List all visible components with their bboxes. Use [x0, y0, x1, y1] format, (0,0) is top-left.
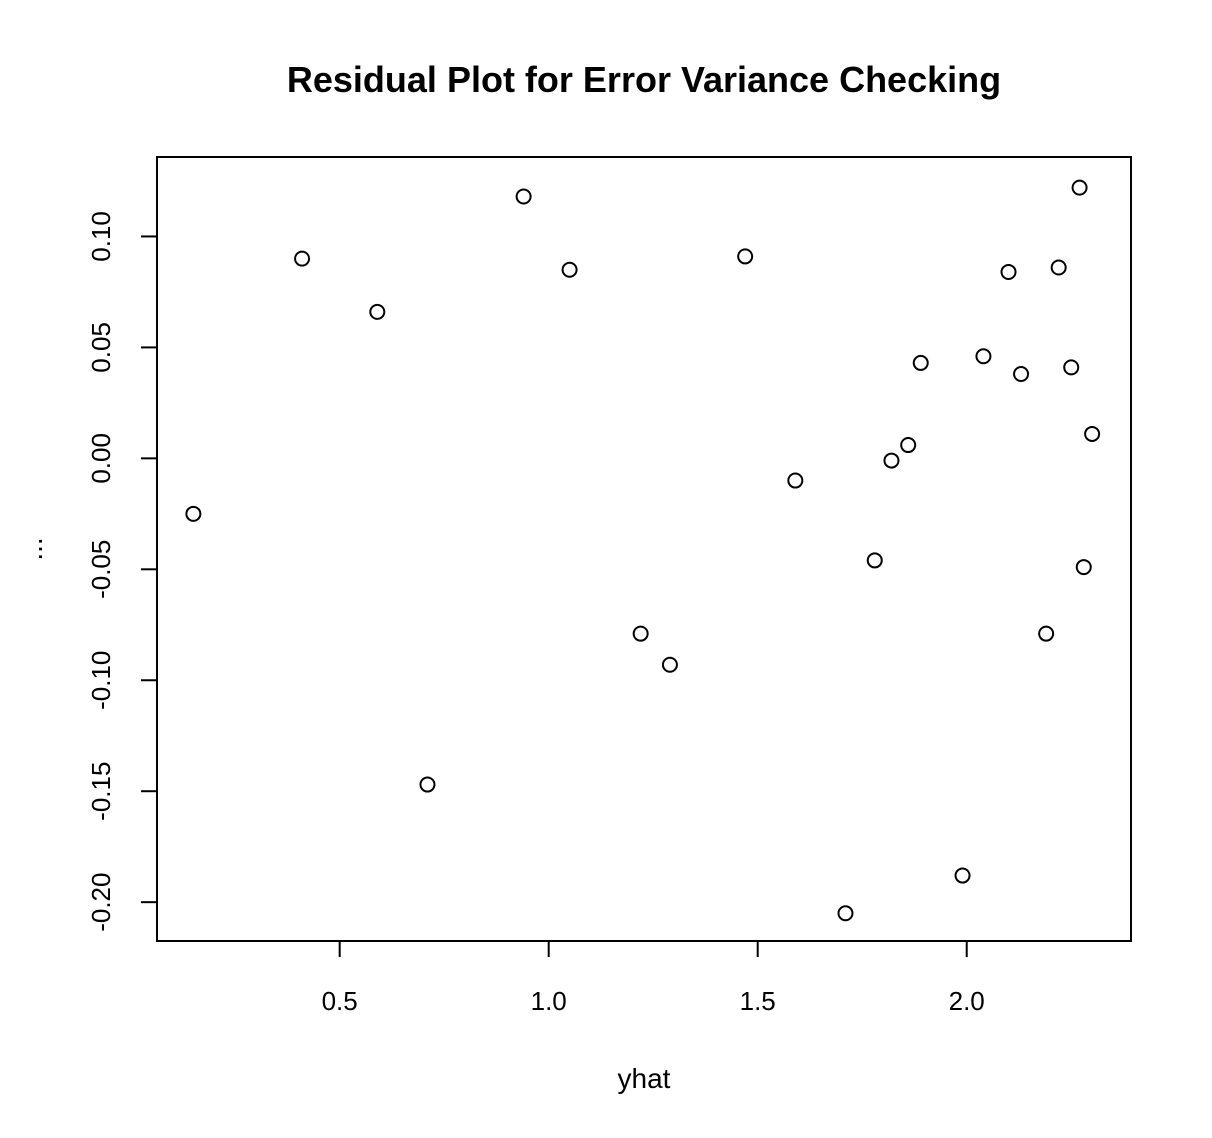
- data-point: [419, 776, 436, 793]
- data-point: [185, 505, 202, 522]
- y-axis: -0.20 -0.15 -0.10 -0.05 0.00 0.05 0.10: [86, 211, 158, 932]
- x-tick-label: 0.5: [322, 986, 358, 1016]
- data-point: [1038, 625, 1055, 642]
- data-point: [1084, 425, 1101, 442]
- data-point: [1013, 366, 1030, 383]
- x-axis-label: yhat: [618, 1063, 671, 1094]
- y-tick-label: 0.05: [86, 322, 116, 373]
- data-point: [866, 552, 883, 569]
- x-axis: 0.5 1.0 1.5 2.0: [322, 940, 985, 1016]
- data-point: [900, 437, 917, 454]
- data-point: [515, 188, 532, 205]
- data-point: [912, 354, 929, 371]
- x-tick-label: 1.0: [531, 986, 567, 1016]
- y-tick-label: 0.10: [86, 211, 116, 262]
- y-tick-label: -0.10: [86, 651, 116, 710]
- y-tick-label: 0.00: [86, 433, 116, 484]
- data-points: [185, 179, 1101, 922]
- data-point: [561, 261, 578, 278]
- data-point: [369, 303, 386, 320]
- data-point: [737, 248, 754, 265]
- data-point: [294, 250, 311, 267]
- data-point: [975, 348, 992, 365]
- x-tick-label: 2.0: [949, 986, 985, 1016]
- data-point: [1000, 263, 1017, 280]
- data-point: [1063, 359, 1080, 376]
- y-tick-label: -0.05: [86, 540, 116, 599]
- data-point: [1050, 259, 1067, 276]
- data-point: [632, 625, 649, 642]
- data-point: [661, 656, 678, 673]
- data-point: [1071, 179, 1088, 196]
- data-point: [787, 472, 804, 489]
- data-point: [954, 867, 971, 884]
- x-tick-label: 1.5: [740, 986, 776, 1016]
- y-axis-label: ...: [17, 537, 48, 560]
- data-point: [883, 452, 900, 469]
- chart-title: Residual Plot for Error Variance Checkin…: [287, 59, 1001, 100]
- plot-frame: [156, 156, 1132, 942]
- y-tick-label: -0.15: [86, 762, 116, 821]
- data-point: [837, 905, 854, 922]
- data-point: [1075, 559, 1092, 576]
- y-tick-label: -0.20: [86, 873, 116, 932]
